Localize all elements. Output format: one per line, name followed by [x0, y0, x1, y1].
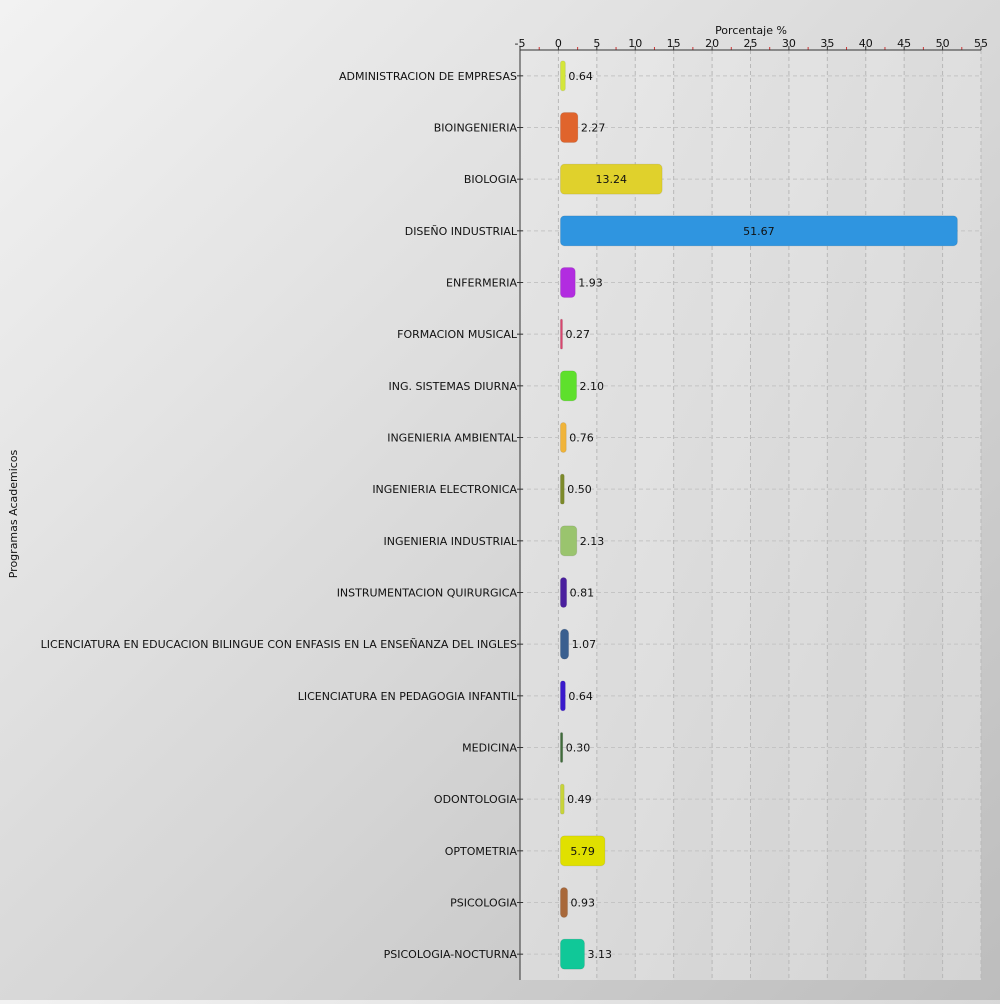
category-label: ADMINISTRACION DE EMPRESAS [339, 70, 517, 83]
bar-value-label: 1.07 [572, 638, 597, 651]
bar-value-label: 0.49 [567, 793, 592, 806]
x-tick-label: 50 [936, 37, 950, 50]
x-axis-title: Porcentaje % [715, 24, 787, 37]
bar [559, 525, 578, 557]
category-label: ENFERMERIA [446, 277, 517, 290]
category-label: INGENIERIA AMBIENTAL [387, 432, 518, 445]
bar [559, 370, 578, 402]
grid-band [635, 50, 674, 980]
bar [559, 887, 569, 918]
bar-value-label: 2.27 [581, 122, 606, 135]
category-label: BIOLOGIA [464, 173, 518, 186]
x-tick-label: 25 [744, 37, 758, 50]
category-label: LICENCIATURA EN EDUCACION BILINGUE CON E… [41, 638, 517, 651]
bar-value-label: 2.13 [580, 535, 605, 548]
x-tick-label: 0 [555, 37, 562, 50]
category-label: INGENIERIA INDUSTRIAL [383, 535, 517, 548]
x-tick-label: 55 [974, 37, 988, 50]
grid-band [942, 50, 981, 980]
bar [559, 422, 567, 453]
bar [559, 215, 958, 247]
bar [559, 732, 564, 763]
category-label: DISEÑO INDUSTRIAL [405, 225, 518, 238]
category-label: PSICOLOGIA [450, 897, 517, 910]
x-tick-label: 5 [593, 37, 600, 50]
bar-value-label: 0.81 [570, 587, 595, 600]
bar-value-label: 2.10 [580, 380, 605, 393]
category-label: LICENCIATURA EN PEDAGOGIA INFANTIL [298, 690, 518, 703]
bar-value-label: 1.93 [578, 277, 603, 290]
category-label: ODONTOLOGIA [434, 793, 518, 806]
category-label: PSICOLOGIA-NOCTURNA [384, 948, 518, 961]
bar [559, 783, 565, 815]
category-label: MEDICINA [462, 742, 517, 755]
x-tick-label: 10 [628, 37, 642, 50]
bar-value-label: 0.30 [566, 742, 591, 755]
grid-band [558, 50, 597, 980]
y-axis-title: Programas Academicos [7, 449, 20, 578]
category-label: OPTOMETRIA [445, 845, 518, 858]
category-label: BIOINGENIERIA [434, 122, 518, 135]
bar [559, 163, 663, 195]
bar [559, 318, 563, 350]
bar [559, 680, 566, 712]
bar [559, 628, 570, 660]
bar-value-label: 5.79 [570, 845, 595, 858]
bar [559, 577, 568, 608]
bar [559, 938, 585, 970]
x-tick-label: 35 [820, 37, 834, 50]
x-tick-label: 40 [859, 37, 873, 50]
bar-value-label: 0.64 [568, 690, 593, 703]
bar-value-label: 0.50 [567, 483, 592, 496]
bar [559, 60, 566, 92]
bar-value-label: 0.27 [565, 328, 590, 341]
grid-band [865, 50, 905, 980]
bar-value-label: 0.64 [568, 70, 593, 83]
bar-value-label: 13.24 [596, 173, 628, 186]
grid-band [788, 50, 828, 980]
x-tick-label: 45 [897, 37, 911, 50]
x-tick-label: 15 [667, 37, 681, 50]
category-label: FORMACION MUSICAL [397, 328, 518, 341]
category-label: INGENIERIA ELECTRONICA [372, 483, 517, 496]
x-tick-label: 20 [705, 37, 719, 50]
bar-value-label: 0.76 [569, 432, 594, 445]
bar-value-label: 51.67 [743, 225, 775, 238]
category-label: INSTRUMENTACION QUIRURGICA [337, 587, 518, 600]
bar [559, 112, 579, 143]
x-tick-label: 30 [782, 37, 796, 50]
grid-band [712, 50, 751, 980]
bar-value-label: 3.13 [587, 948, 612, 961]
bar [559, 835, 606, 867]
bar-value-label: 0.93 [571, 897, 596, 910]
bar [559, 267, 576, 298]
category-label: ING. SISTEMAS DIURNA [388, 380, 517, 393]
bar [559, 473, 565, 505]
x-tick-label: -5 [515, 37, 526, 50]
